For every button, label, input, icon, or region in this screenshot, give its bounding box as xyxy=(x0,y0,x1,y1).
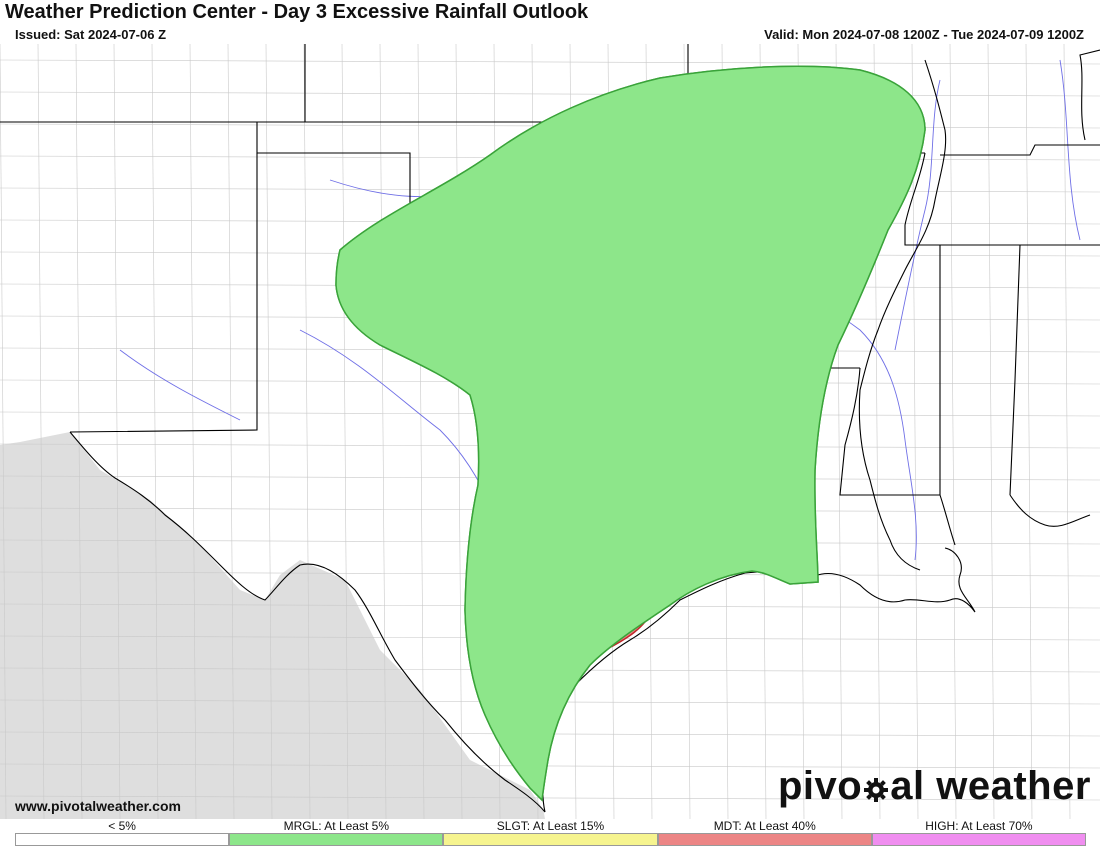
valid-period: Valid: Mon 2024-07-08 1200Z - Tue 2024-0… xyxy=(764,27,1084,42)
legend-swatch xyxy=(15,833,230,846)
website-credit: www.pivotalweather.com xyxy=(15,798,181,814)
legend-item: MDT: At Least 40% xyxy=(657,819,872,847)
legend-label: MDT: At Least 40% xyxy=(713,819,816,833)
legend-swatch xyxy=(229,833,444,846)
legend-item: SLGT: At Least 15% xyxy=(443,819,658,847)
gear-icon xyxy=(864,777,889,802)
legend-label: HIGH: At Least 70% xyxy=(925,819,1033,833)
brand-text-left: pivo xyxy=(778,764,863,808)
mexico-region xyxy=(0,432,545,819)
risk-legend: < 5% MRGL: At Least 5% SLGT: At Least 15% M… xyxy=(15,819,1087,847)
legend-swatch xyxy=(657,833,872,846)
rainfall-outlook-map xyxy=(0,44,1100,819)
page-title: Weather Prediction Center - Day 3 Excess… xyxy=(5,1,589,23)
brand-text-right: al weather xyxy=(890,764,1091,808)
brand-logo: pivo al weather xyxy=(778,764,1091,809)
gulf-of-mexico xyxy=(540,570,1100,819)
legend-swatch xyxy=(443,833,658,846)
issued-time: Issued: Sat 2024-07-06 Z xyxy=(15,27,167,42)
legend-label: < 5% xyxy=(108,819,136,833)
legend-item: MRGL: At Least 5% xyxy=(229,819,444,847)
legend-swatch xyxy=(871,833,1087,846)
legend-item: HIGH: At Least 70% xyxy=(871,819,1087,847)
legend-label: SLGT: At Least 15% xyxy=(496,819,605,833)
legend-label: MRGL: At Least 5% xyxy=(283,819,389,833)
legend-item: < 5% xyxy=(15,819,230,847)
